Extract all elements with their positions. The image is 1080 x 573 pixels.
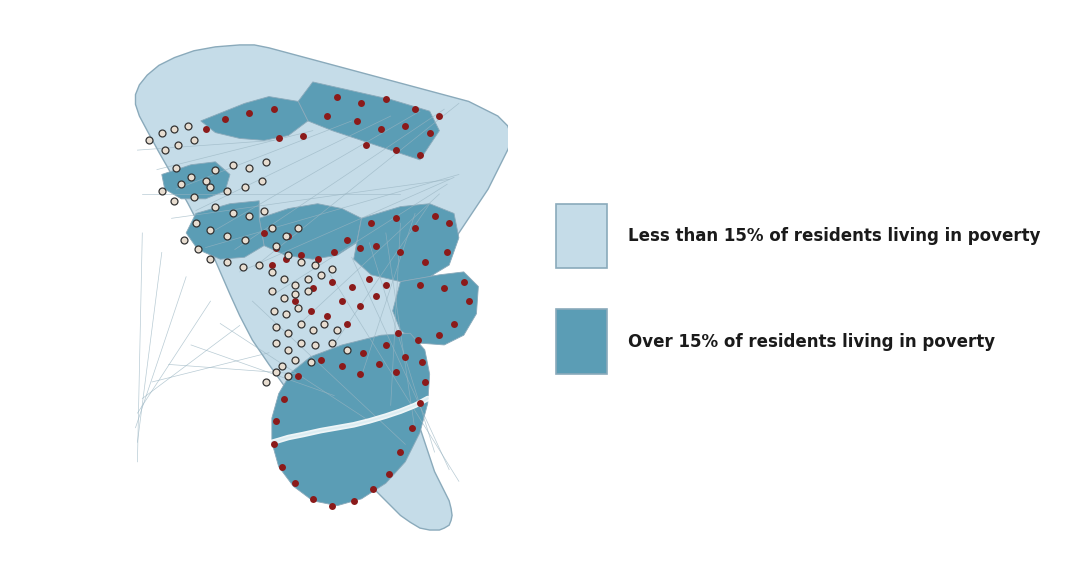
Polygon shape [135,45,513,530]
Polygon shape [162,162,230,199]
Polygon shape [259,203,362,259]
Polygon shape [393,272,478,345]
Bar [555,309,607,374]
Polygon shape [272,333,430,506]
Text: Less than 15% of residents living in poverty: Less than 15% of residents living in pov… [629,227,1041,245]
Bar [555,204,607,268]
Polygon shape [298,82,440,160]
Polygon shape [201,96,308,140]
Polygon shape [353,203,459,281]
Polygon shape [186,201,265,259]
Text: Over 15% of residents living in poverty: Over 15% of residents living in poverty [629,332,996,351]
